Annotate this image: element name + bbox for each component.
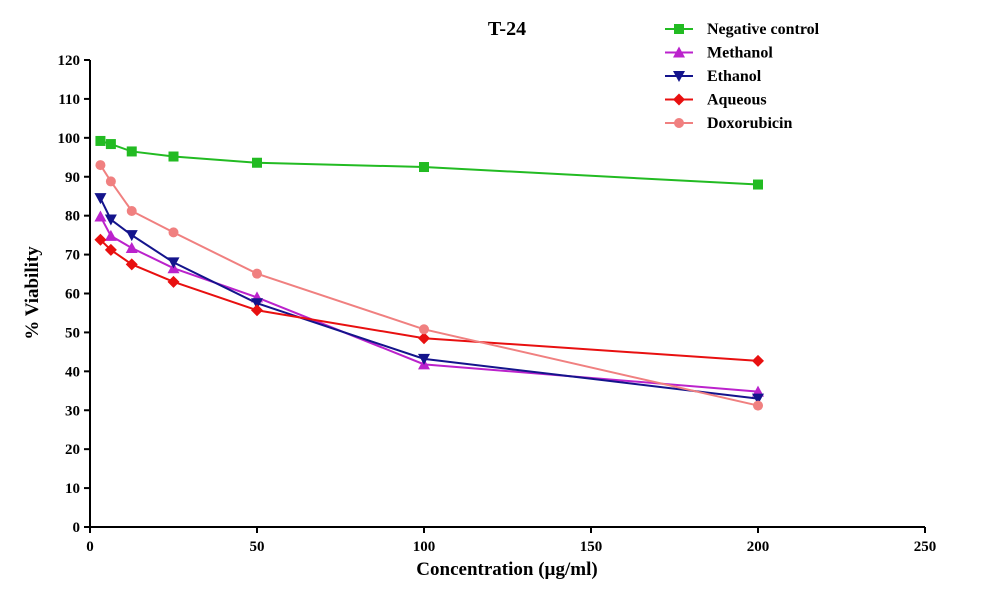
legend-label: Negative control (707, 21, 820, 38)
data-point-negative-control (419, 162, 429, 173)
series-methanol (94, 210, 764, 397)
data-point-ethanol (418, 353, 430, 365)
data-point-ethanol (125, 230, 138, 242)
series-ethanol (94, 193, 764, 405)
legend-item-doxorubicin: Doxorubicin (665, 115, 792, 132)
y-tick-label: 100 (58, 131, 81, 147)
data-point-doxorubicin (419, 324, 429, 335)
data-point-negative-control (95, 135, 106, 146)
y-tick-label: 90 (65, 170, 80, 186)
series-layer (94, 135, 764, 411)
x-tick-label: 50 (250, 539, 265, 555)
legend-marker (673, 71, 685, 82)
x-tick-label: 150 (580, 539, 603, 555)
data-point-aqueous (752, 354, 764, 367)
legend-item-negative-control: Negative control (665, 21, 820, 38)
data-point-ethanol (167, 257, 180, 269)
data-point-ethanol (104, 214, 117, 226)
data-point-aqueous (167, 275, 180, 288)
y-tick-label: 10 (65, 481, 80, 497)
data-point-aqueous (251, 304, 263, 317)
series-doxorubicin (95, 160, 763, 411)
y-tick-label: 60 (65, 287, 80, 303)
legend-label: Ethanol (707, 68, 762, 85)
y-axis-title: % Viability (22, 246, 43, 340)
data-point-doxorubicin (126, 205, 137, 216)
x-tick-label: 0 (86, 539, 94, 555)
series-line-methanol (99, 215, 759, 393)
x-axis-title: Concentration (µg/ml) (416, 559, 597, 580)
y-tick-label: 40 (65, 364, 80, 380)
legend: Negative control Methanol Ethanol Aqueous Do… (665, 21, 820, 132)
data-point-doxorubicin (95, 160, 106, 171)
data-point-doxorubicin (168, 227, 179, 238)
y-tick-label: 50 (65, 325, 80, 341)
y-tick-label: 120 (58, 53, 81, 69)
data-point-aqueous (418, 332, 430, 345)
data-point-aqueous (125, 258, 138, 271)
legend-marker (674, 118, 684, 128)
data-point-methanol (94, 210, 107, 222)
y-tick-label: 110 (58, 92, 80, 108)
y-tick-label: 0 (73, 520, 81, 536)
data-point-ethanol (94, 193, 107, 205)
data-point-doxorubicin (105, 176, 116, 187)
x-tick-label: 250 (914, 539, 937, 555)
legend-marker (674, 24, 684, 34)
series-aqueous (94, 233, 764, 367)
data-point-negative-control (168, 151, 179, 162)
legend-label: Doxorubicin (707, 115, 792, 132)
chart-title: T-24 (488, 18, 526, 40)
x-tick-label: 100 (413, 539, 436, 555)
data-point-methanol (125, 241, 138, 253)
data-point-doxorubicin (753, 400, 763, 411)
x-tick-label: 200 (747, 539, 770, 555)
data-point-doxorubicin (252, 268, 262, 279)
y-tick-label: 20 (65, 442, 80, 458)
series-negative-control (95, 135, 763, 190)
axes: 0 10 20 30 40 50 60 70 80 90 100 110 120 0 50 100 150 200… (58, 53, 937, 555)
legend-item-methanol: Methanol (665, 45, 773, 62)
legend-marker (673, 46, 685, 58)
legend-item-aqueous: Aqueous (665, 92, 767, 109)
y-tick-label: 80 (65, 209, 80, 225)
data-point-negative-control (105, 139, 116, 150)
data-point-negative-control (126, 146, 137, 157)
legend-label: Aqueous (707, 92, 767, 109)
data-point-methanol (104, 229, 117, 241)
y-tick-label: 30 (65, 403, 80, 419)
data-point-aqueous (94, 233, 107, 246)
series-line-doxorubicin (99, 164, 759, 407)
y-tick-label: 70 (65, 248, 80, 264)
legend-marker (673, 93, 685, 106)
legend-label: Methanol (707, 45, 773, 62)
series-line-aqueous (99, 239, 759, 362)
data-point-negative-control (252, 157, 262, 168)
series-line-negative-control (100, 139, 759, 186)
data-point-negative-control (753, 179, 763, 190)
data-point-ethanol (752, 393, 764, 405)
data-point-aqueous (104, 243, 117, 256)
data-point-ethanol (251, 298, 263, 310)
legend-item-ethanol: Ethanol (665, 68, 762, 85)
